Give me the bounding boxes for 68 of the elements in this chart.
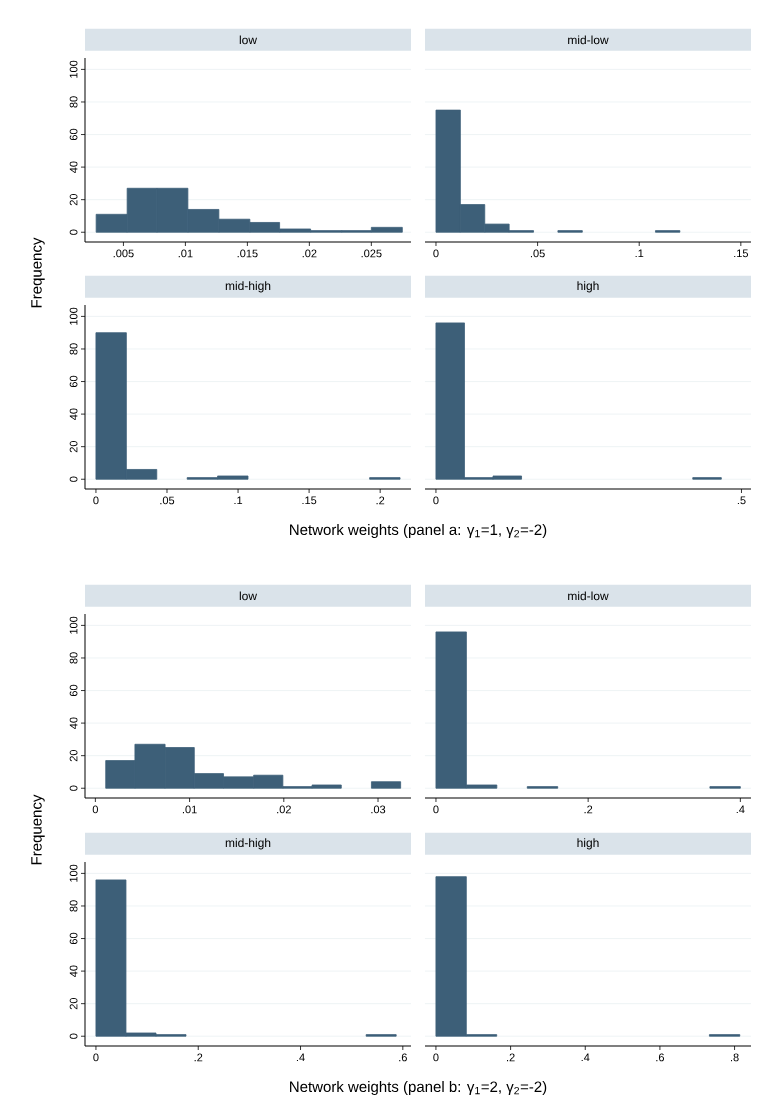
chart-title: low: [239, 35, 258, 45]
y-axis-title: Frequency: [31, 794, 45, 865]
x-tick-label: .6: [656, 1053, 665, 1062]
x-tick-label: .02: [277, 805, 291, 814]
y-tick-label: 40: [69, 161, 78, 173]
x-tick-label: .01: [178, 249, 193, 258]
y-tick-label: 80: [69, 96, 78, 108]
x-tick-label: .015: [237, 249, 258, 258]
chart-title: mid-high: [225, 838, 271, 850]
y-tick-label: 60: [69, 932, 78, 945]
x-tick-label: .15: [734, 249, 749, 258]
y-tick-label: 60: [69, 684, 78, 697]
x-tick-label: 0: [93, 496, 99, 505]
y-tick-label: 20: [69, 997, 78, 1010]
y-tick-label: 0: [69, 229, 78, 235]
x-tick-label: 0: [433, 496, 439, 505]
x-tick-label: 0: [92, 805, 98, 814]
x-tick-label: 0: [433, 805, 439, 814]
x-tick-label: .4: [296, 1053, 305, 1062]
x-axis-title: Network weights (panel b: γ$_{1}$=2, γ$_{2}$=-2): [290, 1081, 547, 1095]
y-tick-label: 40: [69, 408, 78, 420]
x-tick-label: .4: [736, 805, 745, 814]
x-tick-label: .1: [635, 249, 644, 258]
x-tick-label: .6: [399, 1053, 407, 1062]
x-tick-label: .05: [160, 496, 175, 505]
y-axis-title: Frequency: [31, 237, 45, 308]
y-tick-label: 100: [69, 616, 78, 634]
x-tick-label: .01: [182, 805, 197, 814]
x-tick-label: .025: [361, 249, 382, 258]
x-tick-label: .2: [194, 1053, 203, 1062]
x-tick-label: .02: [302, 249, 317, 258]
y-tick-label: 20: [69, 440, 78, 453]
y-tick-label: 80: [69, 900, 78, 912]
y-tick-label: 20: [69, 193, 78, 206]
x-tick-label: .2: [584, 805, 593, 814]
x-tick-label: .2: [376, 496, 385, 505]
x-tick-label: .2: [507, 1053, 515, 1062]
x-tick-label: .15: [302, 496, 317, 505]
x-tick-label: .5: [737, 496, 746, 505]
y-tick-label: 60: [69, 375, 78, 388]
y-tick-label: 40: [69, 965, 78, 977]
chart-title: high: [577, 281, 599, 293]
y-tick-label: 0: [69, 476, 78, 482]
y-tick-label: 0: [69, 785, 78, 791]
chart-title: low: [239, 591, 258, 601]
x-tick-label: .03: [371, 805, 386, 814]
y-tick-label: 100: [69, 60, 78, 78]
x-tick-label: .1: [234, 496, 243, 505]
x-tick-label: .8: [730, 1053, 739, 1062]
x-tick-label: .005: [113, 249, 134, 258]
x-tick-label: .05: [530, 249, 545, 258]
chart-title: mid-low: [568, 591, 609, 601]
chart-title: mid-high: [225, 281, 271, 293]
y-tick-label: 0: [69, 1033, 78, 1039]
y-tick-label: 60: [69, 128, 78, 141]
x-axis-title: Network weights (panel a: γ$_{1}$=1, γ$_{2}$=-2): [290, 524, 547, 538]
chart-title: high: [577, 838, 599, 850]
y-tick-label: 100: [69, 307, 78, 325]
x-tick-label: .4: [581, 1053, 590, 1062]
y-tick-label: 80: [69, 652, 78, 664]
x-tick-label: 0: [433, 249, 439, 258]
x-tick-label: 0: [93, 1053, 99, 1062]
y-tick-label: 20: [69, 749, 78, 762]
y-tick-label: 100: [69, 864, 78, 882]
y-tick-label: 40: [69, 717, 78, 729]
y-tick-label: 80: [69, 343, 78, 355]
chart-title: mid-low: [568, 35, 609, 45]
x-tick-label: 0: [433, 1053, 439, 1062]
